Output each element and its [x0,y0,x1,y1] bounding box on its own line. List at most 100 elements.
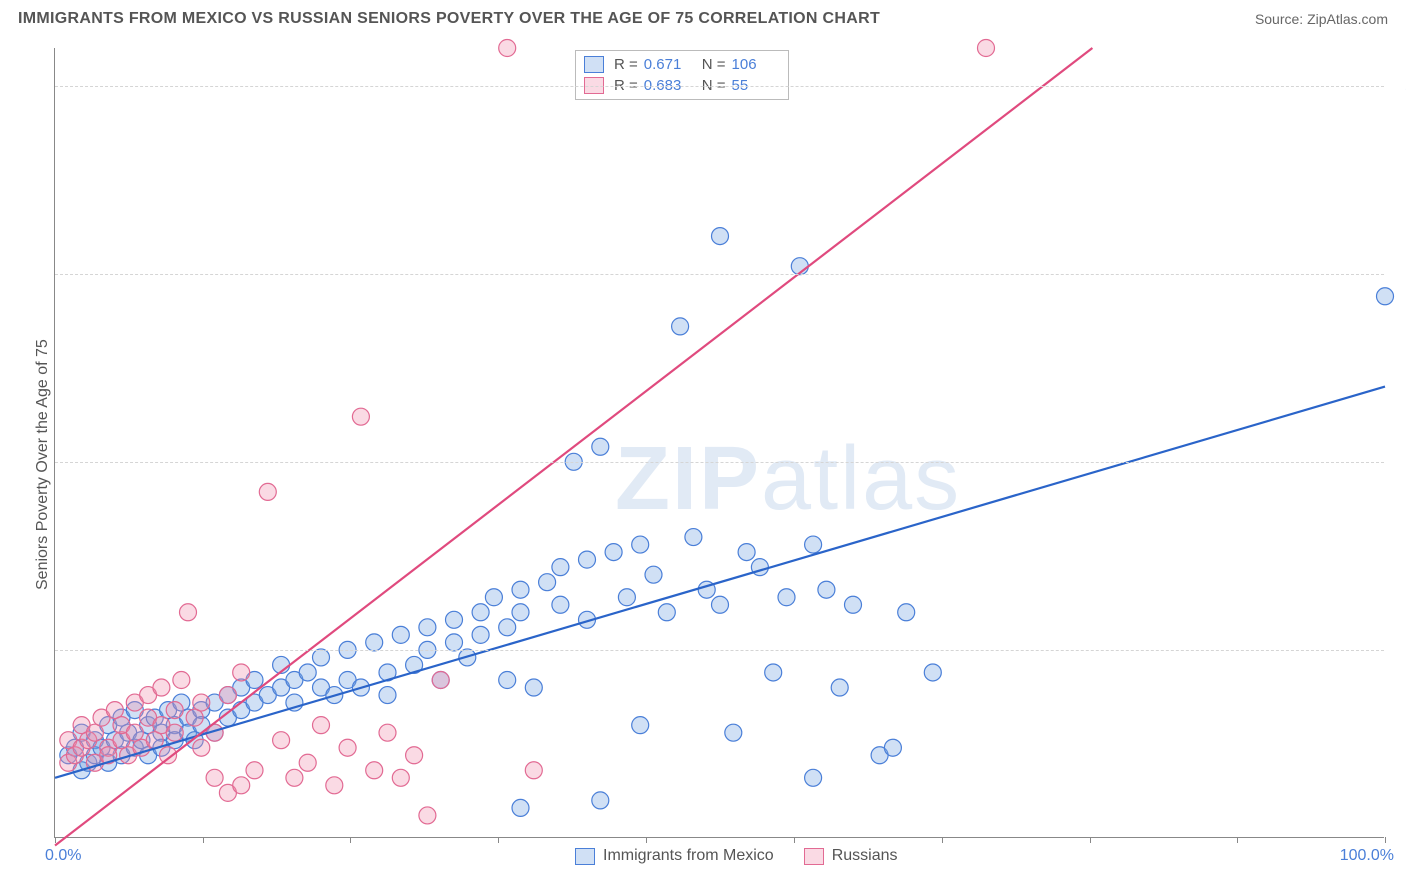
data-point-russians [313,717,330,734]
x-axis-min-label: 0.0% [45,847,81,865]
data-point-russians [246,762,263,779]
data-point-mexico [579,551,596,568]
data-point-russians [233,664,250,681]
data-point-mexico [379,687,396,704]
data-point-russians [299,754,316,771]
data-point-mexico [419,619,436,636]
swatch-icon [804,848,824,865]
gridline [55,650,1384,651]
n-label: N = [702,54,726,75]
data-point-mexico [366,634,383,651]
y-tick-label: 75.0% [1389,265,1406,283]
data-point-russians [106,702,123,719]
data-point-russians [86,724,103,741]
data-point-russians [166,702,183,719]
n-value: 106 [732,54,780,75]
y-tick-label: 25.0% [1389,641,1406,659]
data-point-russians [219,687,236,704]
plot-area: ZIPatlas R =0.671N =106R =0.683N =55 Imm… [54,48,1384,838]
data-point-mexico [924,664,941,681]
data-point-mexico [898,604,915,621]
gridline [55,274,1384,275]
data-point-russians [153,679,170,696]
data-point-russians [259,483,276,500]
r-label: R = [614,54,638,75]
data-point-mexico [512,581,529,598]
data-point-russians [193,694,210,711]
x-tick [942,837,943,843]
data-point-russians [180,604,197,621]
data-point-mexico [512,604,529,621]
data-point-mexico [765,664,782,681]
data-point-russians [166,724,183,741]
data-point-mexico [685,529,702,546]
data-point-russians [233,777,250,794]
x-tick [1385,837,1386,843]
data-point-mexico [592,438,609,455]
data-point-mexico [552,559,569,576]
data-point-mexico [552,596,569,613]
x-tick [498,837,499,843]
x-tick [794,837,795,843]
data-point-mexico [472,626,489,643]
data-point-mexico [618,589,635,606]
data-point-mexico [299,664,316,681]
data-point-mexico [712,228,729,245]
x-tick [1090,837,1091,843]
series-legend: Immigrants from Mexico Russians [575,847,898,865]
data-point-mexico [884,739,901,756]
data-point-russians [392,769,409,786]
data-point-russians [173,672,190,689]
data-point-mexico [499,672,516,689]
data-point-russians [525,762,542,779]
chart-canvas [55,48,1385,838]
data-point-russians [126,724,143,741]
data-point-russians [978,40,995,57]
data-point-russians [326,777,343,794]
data-point-mexico [645,566,662,583]
legend-label: Immigrants from Mexico [603,847,774,865]
x-tick [646,837,647,843]
data-point-mexico [831,679,848,696]
data-point-mexico [632,717,649,734]
gridline [55,86,1384,87]
r-value: 0.671 [644,54,692,75]
trend-line-russians [55,48,1092,846]
data-point-russians [206,769,223,786]
data-point-russians [366,762,383,779]
correlation-legend: R =0.671N =106R =0.683N =55 [575,50,789,100]
data-point-mexico [592,792,609,809]
swatch-icon [584,56,604,73]
data-point-russians [286,769,303,786]
x-tick [55,837,56,843]
y-axis-label: Seniors Poverty Over the Age of 75 [34,339,52,590]
data-point-mexico [446,611,463,628]
x-tick [203,837,204,843]
data-point-mexico [805,536,822,553]
data-point-mexico [472,604,489,621]
data-point-mexico [512,799,529,816]
data-point-russians [406,747,423,764]
data-point-russians [432,672,449,689]
legend-row-mexico: R = 0.671 N = 106 [584,54,780,75]
data-point-mexico [539,574,556,591]
data-point-russians [499,40,516,57]
data-point-mexico [738,544,755,561]
x-tick [350,837,351,843]
trend-line-mexico [55,387,1385,778]
data-point-russians [379,724,396,741]
gridline [55,462,1384,463]
legend-label: Russians [832,847,898,865]
data-point-russians [186,709,203,726]
data-point-mexico [446,634,463,651]
y-tick-label: 50.0% [1389,453,1406,471]
y-tick-label: 100.0% [1389,77,1406,95]
data-point-mexico [805,769,822,786]
data-point-russians [273,732,290,749]
data-point-mexico [725,724,742,741]
data-point-mexico [605,544,622,561]
data-point-russians [419,807,436,824]
data-point-mexico [485,589,502,606]
data-point-mexico [1377,288,1394,305]
data-point-mexico [778,589,795,606]
